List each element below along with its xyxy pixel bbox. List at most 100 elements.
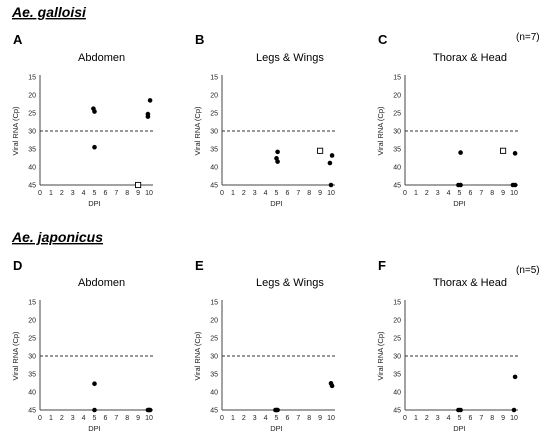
x-axis-label: DPI <box>88 424 101 433</box>
y-tick-label: 30 <box>393 354 401 361</box>
y-tick-label: 45 <box>28 408 36 415</box>
y-axis-label: Viral RNA (Cp) <box>376 106 385 156</box>
data-point <box>92 381 97 387</box>
x-tick-label: 9 <box>318 415 322 422</box>
y-axis-label: Viral RNA (Cp) <box>193 106 202 156</box>
x-tick-label: 6 <box>285 190 289 197</box>
x-tick-label: 4 <box>447 190 451 197</box>
panel-title-e: Legs & Wings <box>256 277 324 289</box>
y-tick-label: 30 <box>210 354 218 361</box>
panel-letter-b: B <box>195 32 204 47</box>
species-title-galloisi: Ae. galloisi <box>11 4 87 20</box>
x-tick-label: 10 <box>327 190 335 197</box>
y-axis-label: Viral RNA (Cp) <box>193 331 202 381</box>
data-point <box>145 114 151 119</box>
sample-count-galloisi: (n=7) <box>516 32 540 43</box>
x-tick-label: 0 <box>38 415 42 422</box>
x-tick-label: 0 <box>403 415 407 422</box>
x-tick-label: 0 <box>38 190 42 197</box>
data-point <box>511 407 517 413</box>
x-tick-label: 1 <box>414 190 418 197</box>
x-tick-label: 6 <box>468 415 472 422</box>
x-tick-label: 3 <box>71 415 75 422</box>
panel-letter-d: D <box>13 258 22 273</box>
panel-letter-c: C <box>378 32 388 47</box>
y-tick-label: 15 <box>28 300 36 307</box>
y-axis-label: Viral RNA (Cp) <box>11 331 20 381</box>
y-tick-label: 25 <box>393 336 401 343</box>
y-tick-label: 20 <box>393 318 401 325</box>
x-tick-label: 1 <box>49 190 53 197</box>
x-tick-label: 2 <box>425 190 429 197</box>
x-tick-label: 2 <box>60 415 64 422</box>
x-axis-label: DPI <box>453 424 466 433</box>
x-tick-label: 8 <box>490 190 494 197</box>
x-tick-label: 5 <box>458 415 462 422</box>
panel-title-a: Abdomen <box>78 52 125 64</box>
x-tick-label: 10 <box>510 415 518 422</box>
y-tick-label: 25 <box>28 336 36 343</box>
x-tick-label: 1 <box>414 415 418 422</box>
x-tick-label: 7 <box>479 415 483 422</box>
x-tick-label: 0 <box>403 190 407 197</box>
data-point <box>327 160 333 166</box>
x-tick-label: 5 <box>275 415 279 422</box>
y-axis-label: Viral RNA (Cp) <box>11 106 20 156</box>
data-point <box>275 159 280 164</box>
y-tick-label: 30 <box>28 354 36 361</box>
x-axis-label: DPI <box>88 199 101 208</box>
y-tick-label: 35 <box>210 372 218 379</box>
panel-title-b: Legs & Wings <box>256 52 324 64</box>
x-tick-label: 5 <box>93 190 97 197</box>
y-tick-label: 40 <box>393 165 401 172</box>
y-tick-label: 25 <box>28 111 36 118</box>
x-tick-label: 3 <box>253 190 257 197</box>
data-point <box>458 182 463 188</box>
panel-letter-e: E <box>195 258 204 273</box>
data-point <box>92 407 97 413</box>
data-point <box>512 374 518 380</box>
x-tick-label: 6 <box>285 415 289 422</box>
x-tick-label: 4 <box>82 415 86 422</box>
x-tick-label: 2 <box>60 190 64 197</box>
y-tick-label: 45 <box>210 408 218 415</box>
x-axis-label: DPI <box>270 424 283 433</box>
y-tick-label: 35 <box>393 372 401 379</box>
x-tick-label: 8 <box>307 190 311 197</box>
y-tick-label: 35 <box>28 372 36 379</box>
y-tick-label: 40 <box>393 390 401 397</box>
x-tick-label: 4 <box>447 415 451 422</box>
x-tick-label: 0 <box>220 415 224 422</box>
data-point-square <box>135 181 142 189</box>
x-tick-label: 5 <box>458 190 462 197</box>
x-tick-label: 8 <box>125 190 129 197</box>
x-tick-label: 10 <box>145 190 153 197</box>
y-tick-label: 25 <box>393 111 401 118</box>
x-tick-label: 10 <box>327 415 335 422</box>
y-axis-label: Viral RNA (Cp) <box>376 331 385 381</box>
x-tick-label: 3 <box>436 190 440 197</box>
data-point <box>147 98 153 103</box>
x-tick-label: 3 <box>253 415 257 422</box>
data-point <box>328 182 334 188</box>
x-tick-label: 7 <box>479 190 483 197</box>
y-tick-label: 20 <box>210 93 218 100</box>
y-tick-label: 20 <box>28 93 36 100</box>
y-tick-label: 40 <box>28 165 36 172</box>
data-point <box>512 182 518 188</box>
y-tick-label: 30 <box>393 129 401 136</box>
data-point <box>512 151 518 156</box>
y-tick-label: 15 <box>393 75 401 82</box>
y-tick-label: 15 <box>210 300 218 307</box>
x-tick-label: 0 <box>220 190 224 197</box>
data-point-square <box>317 147 324 154</box>
y-tick-label: 30 <box>210 129 218 136</box>
y-tick-label: 45 <box>28 183 36 190</box>
x-tick-label: 5 <box>275 190 279 197</box>
sample-count-japonicus: (n=5) <box>516 265 540 276</box>
x-tick-label: 1 <box>231 190 235 197</box>
x-tick-label: 7 <box>296 190 300 197</box>
